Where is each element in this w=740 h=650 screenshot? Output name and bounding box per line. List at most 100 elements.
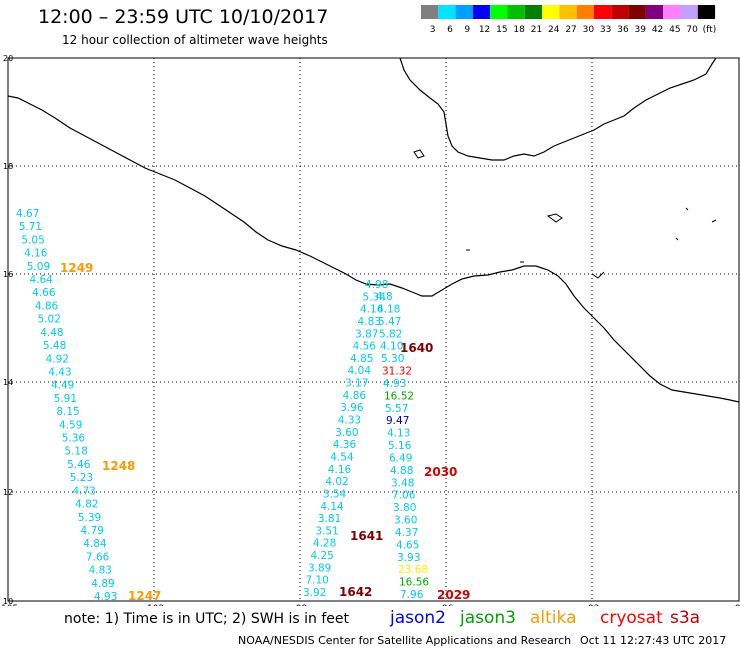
wave-height-value: 4.59 <box>59 419 82 431</box>
legend-label: 33 <box>600 25 611 35</box>
legend-label: 24 <box>548 25 560 35</box>
wave-height-value: 4.85 <box>350 353 373 365</box>
latitude-label: 16 <box>3 270 13 279</box>
wave-height-value: 5.05 <box>21 234 44 246</box>
legend-swatch <box>594 5 612 19</box>
wave-height-value: 3.60 <box>394 515 417 527</box>
pass-time-label: 1640 <box>400 341 433 355</box>
map-frame <box>7 57 740 602</box>
wave-height-value: 4.36 <box>333 439 357 451</box>
wave-height-value: 4.56 <box>353 341 377 353</box>
wave-height-value: 4.64 <box>29 274 53 286</box>
legend-label: 42 <box>652 25 663 35</box>
wave-height-value: 4.43 <box>48 366 71 378</box>
legend-label: 45 <box>669 25 680 35</box>
satellite-altika: altika <box>530 608 577 628</box>
credit-text: NOAA/NESDIS Center for Satellite Applica… <box>238 634 572 647</box>
wave-height-value: 23.68 <box>398 564 428 576</box>
wave-height-value: 3.60 <box>335 427 358 439</box>
generated-timestamp: Oct 11 12:27:43 UTC 2017 <box>580 634 727 647</box>
legend-swatch <box>680 5 698 19</box>
pass-time-label: 1642 <box>339 585 372 599</box>
wave-height-value: 4.67 <box>16 208 39 220</box>
wave-height-value: 4.93 <box>383 378 406 390</box>
latitude-labels: 20 18 16 14 12 10 <box>3 54 13 606</box>
legend-swatch <box>472 5 491 19</box>
legend-label: 15 <box>496 25 507 35</box>
wave-height-value: 4.92 <box>46 353 69 365</box>
wave-height-value: 5.39 <box>78 512 101 524</box>
lake-marks <box>466 207 717 279</box>
legend-label: 18 <box>513 25 525 35</box>
latitude-label: 10 <box>3 597 13 606</box>
wave-height-value: 4.48 <box>40 327 63 339</box>
altimeter-track-c: 4.84.185.475.824.105.3031.324.9316.525.5… <box>376 291 470 602</box>
pacific-coastline <box>7 95 740 403</box>
wave-height-value: 9.47 <box>386 415 409 427</box>
legend-swatch <box>507 5 525 19</box>
wave-height-value: 4.16 <box>328 464 352 476</box>
wave-height-value: 4.98 <box>365 279 388 291</box>
legend-swatch <box>542 5 560 19</box>
wave-height-value: 4.49 <box>51 380 74 392</box>
legend-swatch <box>559 5 577 19</box>
wave-height-value: 4.04 <box>348 365 372 377</box>
legend-swatch <box>438 5 456 19</box>
wave-height-value: 4.89 <box>91 578 114 590</box>
wave-height-value: 3.80 <box>393 502 416 514</box>
wave-height-value: 5.71 <box>19 221 42 233</box>
gulf-island-2 <box>546 213 563 223</box>
wave-height-value: 5.36 <box>62 433 86 445</box>
wave-height-value: 4.65 <box>396 539 419 551</box>
satellite-jason3: jason3 <box>460 608 516 628</box>
wave-height-value: 5.34 <box>363 291 387 303</box>
legend-label: 21 <box>531 25 542 35</box>
wave-height-value: 16.56 <box>399 577 429 589</box>
legend-swatch <box>628 5 646 19</box>
wave-height-value: 8.15 <box>56 406 79 418</box>
gulf-island-1 <box>413 149 425 159</box>
wave-height-value: 3.89 <box>308 562 331 574</box>
wave-height-value: 5.91 <box>54 393 77 405</box>
gulf-coastline <box>399 57 717 161</box>
wave-height-value: 5.46 <box>67 459 91 471</box>
satellite-jason2: jason2 <box>390 608 446 628</box>
legend-swatch <box>697 5 716 19</box>
satellite-cryosat: cryosat <box>600 608 663 628</box>
wave-height-value: 5.23 <box>70 472 93 484</box>
wave-height-value: 5.48 <box>43 340 66 352</box>
pass-time-label: 2030 <box>424 465 457 479</box>
pass-time-label: 1248 <box>102 459 135 473</box>
wave-height-value: 4.18 <box>377 303 400 315</box>
wave-height-value: 5.47 <box>378 316 401 328</box>
wave-height-value: 7.66 <box>86 551 110 563</box>
wave-height-value: 4.73 <box>72 485 95 497</box>
wave-height-value: 4.02 <box>325 476 348 488</box>
wave-height-value: 3.51 <box>315 525 338 537</box>
wave-height-value: 4.33 <box>338 415 361 427</box>
wave-height-value: 3.48 <box>391 477 414 489</box>
wave-height-value: 4.25 <box>310 550 333 562</box>
wave-height-value: 7.06 <box>392 490 416 502</box>
pass-time-label: 2029 <box>437 588 470 602</box>
wave-height-value: 16.52 <box>384 390 414 402</box>
satellite-s3a: s3a <box>670 608 701 628</box>
legend-label: 3 <box>430 25 436 35</box>
altimeter-track-a: 4.675.715.05 4.165.094.644.664.86 5.024.48… <box>16 208 161 603</box>
wave-height-value: 4.82 <box>75 499 98 511</box>
legend-swatch <box>455 5 473 19</box>
pass-time-label: 1249 <box>60 261 93 275</box>
map-subtitle: 12 hour collection of altimeter wave hei… <box>62 33 328 47</box>
wave-height-value: 4.10 <box>380 341 403 353</box>
latitude-label: 12 <box>3 488 13 497</box>
legend-label: 12 <box>479 25 490 35</box>
wave-height-value: 4.16 <box>360 304 384 316</box>
wave-height-value: 3.17 <box>345 378 368 390</box>
pass-time-label: 1247 <box>128 589 161 603</box>
latitude-label: 14 <box>3 378 13 387</box>
wave-height-value: 5.57 <box>385 403 408 415</box>
wave-height-value: 4.86 <box>343 390 367 402</box>
legend-label: 30 <box>583 25 595 35</box>
longitude-labels: -105 -102 -99 -96 -93 -90 <box>0 604 740 606</box>
legend-swatch <box>611 5 629 19</box>
